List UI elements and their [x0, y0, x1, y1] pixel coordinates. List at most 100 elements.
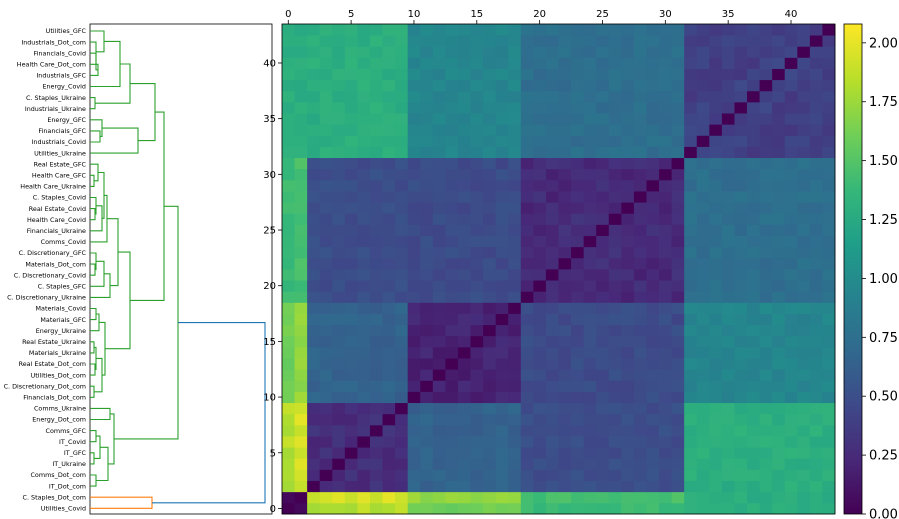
- heatmap-cell: [332, 436, 346, 448]
- heatmap-cell: [332, 358, 346, 370]
- heatmap-cell: [809, 324, 823, 337]
- heatmap-cell: [608, 68, 622, 81]
- heatmap-cell: [545, 402, 559, 415]
- heatmap-cell: [734, 369, 748, 381]
- heatmap-cell: [797, 68, 811, 81]
- heatmap-cell: [432, 179, 446, 192]
- heatmap-cell: [294, 213, 308, 225]
- heatmap-cell: [395, 480, 409, 493]
- heatmap-cell: [332, 302, 346, 314]
- heatmap-cell: [659, 235, 673, 248]
- heatmap-cell: [784, 246, 798, 259]
- heatmap-cell: [369, 213, 383, 225]
- heatmap-cell: [747, 402, 760, 415]
- heatmap-cell: [646, 79, 660, 92]
- heatmap-cell: [520, 335, 534, 348]
- dendrogram-leaf-label: C. Staples_GFC: [38, 283, 87, 291]
- heatmap-cell: [357, 179, 371, 192]
- heatmap-cell: [759, 191, 773, 203]
- heatmap-cell: [608, 213, 622, 225]
- heatmap-cell: [696, 458, 710, 470]
- heatmap-cell: [357, 124, 371, 136]
- heatmap-cell: [533, 291, 547, 303]
- heatmap-cell: [357, 235, 371, 248]
- heatmap-cell: [659, 480, 673, 493]
- heatmap-cell: [784, 369, 798, 381]
- heatmap-cell: [432, 480, 446, 493]
- heatmap-cell: [583, 491, 597, 504]
- heatmap-cell: [596, 168, 610, 181]
- heatmap-cell: [357, 35, 371, 47]
- heatmap-cell: [470, 224, 484, 236]
- heatmap-cell: [558, 191, 572, 203]
- heatmap-cell: [784, 280, 798, 292]
- heatmap-cell: [734, 380, 748, 392]
- heatmap-cell: [357, 90, 371, 103]
- heatmap-cell: [747, 424, 760, 437]
- heatmap-cell: [772, 313, 786, 326]
- heatmap-cell: [772, 502, 786, 515]
- heatmap-cell: [621, 224, 635, 236]
- heatmap-cell: [772, 24, 786, 36]
- heatmap-cell: [646, 202, 660, 214]
- heatmap-cell: [721, 157, 735, 170]
- heatmap-cell: [407, 191, 421, 203]
- heatmap-cell: [621, 458, 635, 470]
- heatmap-cell: [294, 168, 308, 181]
- heatmap-cell: [772, 402, 786, 415]
- heatmap-cell: [307, 424, 321, 437]
- dendrogram-leaf-label: Health Care_Ukraine: [20, 183, 86, 191]
- heatmap-cell: [809, 480, 823, 493]
- heatmap-cell: [294, 246, 308, 259]
- dendrogram-leaf-label: Industrials_Ukraine: [25, 105, 86, 113]
- heatmap-cell: [671, 391, 685, 404]
- heatmap-cell: [721, 402, 735, 415]
- heatmap-cell: [545, 135, 559, 147]
- heatmap-cell: [583, 191, 597, 203]
- heatmap-cell: [282, 346, 295, 359]
- heatmap-cell: [495, 447, 509, 459]
- heatmap-cell: [608, 113, 622, 125]
- heatmap-cell: [294, 79, 308, 92]
- heatmap-cell: [533, 358, 547, 370]
- heatmap-cell: [684, 380, 698, 392]
- heatmap-cell: [407, 424, 421, 437]
- heatmap-cell: [470, 146, 484, 159]
- heatmap-cell: [734, 124, 748, 136]
- heatmap-cell: [671, 46, 685, 58]
- heatmap-cell: [445, 269, 459, 281]
- dendrogram-leaf-label: IT_GFC: [64, 449, 87, 457]
- heatmap-cell: [571, 191, 585, 203]
- heatmap-cell: [558, 79, 572, 92]
- heatmap-cell: [558, 335, 572, 348]
- heatmap-cell: [508, 302, 522, 314]
- heatmap-cell: [344, 269, 358, 281]
- heatmap-cell: [596, 313, 610, 326]
- heatmap-cell: [822, 447, 836, 459]
- heatmap-cell: [319, 358, 333, 370]
- heatmap-cell: [659, 157, 673, 170]
- heatmap-cell: [671, 235, 685, 248]
- heatmap-cell: [772, 224, 786, 236]
- heatmap-cell: [369, 436, 383, 448]
- heatmap-cell: [432, 280, 446, 292]
- heatmap-cell: [307, 313, 321, 326]
- heatmap-cell: [495, 269, 509, 281]
- heatmap-cell: [495, 113, 509, 125]
- heatmap-cell: [709, 269, 723, 281]
- heatmap-cell: [432, 246, 446, 259]
- heatmap-cell: [558, 135, 572, 147]
- heatmap-cell: [545, 157, 559, 170]
- heatmap-cell: [734, 335, 748, 348]
- heatmap-cell: [759, 369, 773, 381]
- heatmap-cell: [571, 313, 585, 326]
- heatmap-cell: [558, 24, 572, 36]
- heatmap-cell: [709, 46, 723, 58]
- heatmap-cell: [470, 369, 484, 381]
- heatmap-cell: [332, 313, 346, 326]
- heatmap-cell: [357, 101, 371, 114]
- heatmap-cell: [684, 24, 698, 36]
- heatmap-cell: [759, 146, 773, 159]
- heatmap-cell: [822, 324, 836, 337]
- heatmap-cell: [382, 168, 396, 181]
